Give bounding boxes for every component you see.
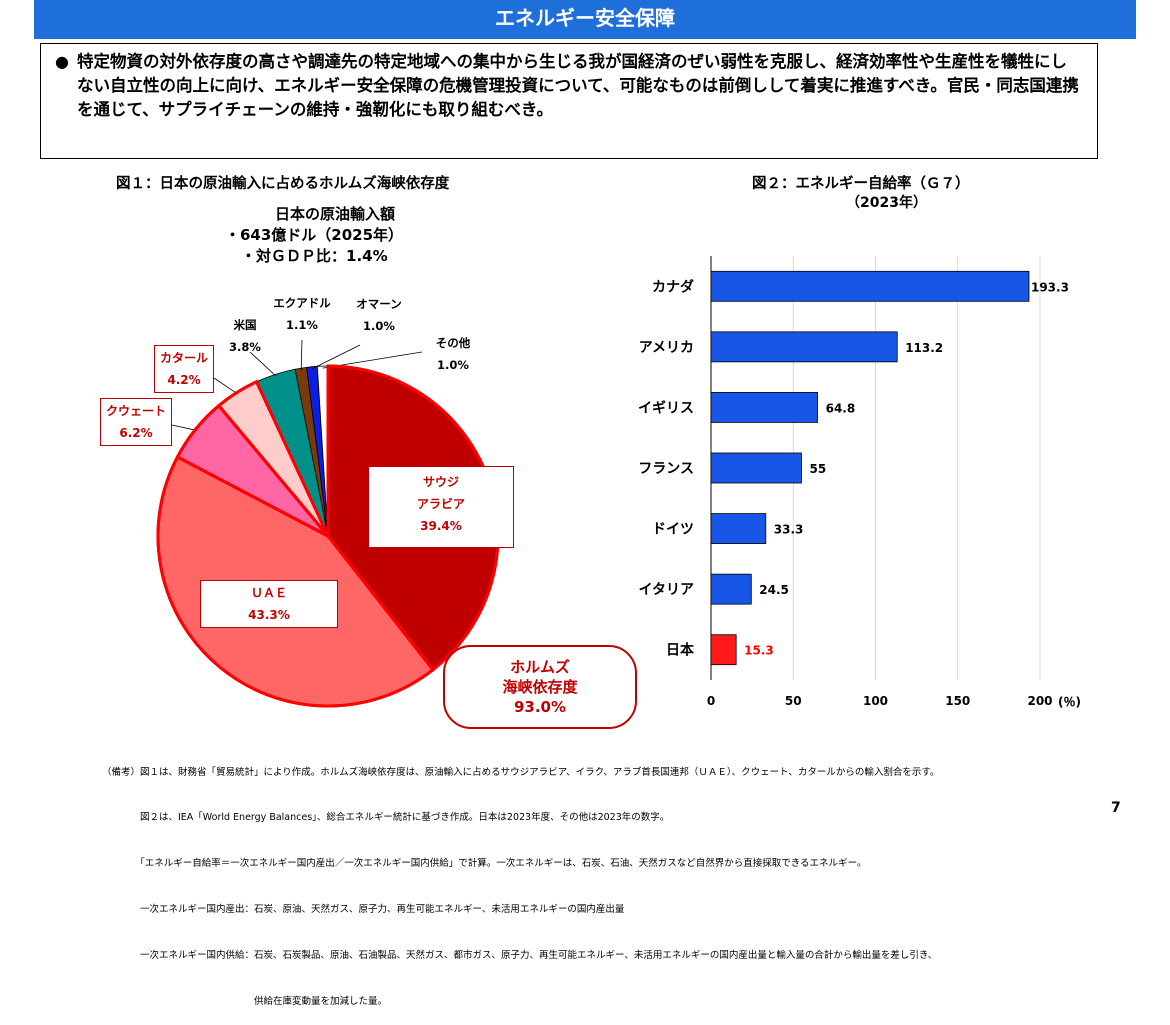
pie-label-us: 米国 3.8% — [220, 314, 270, 358]
hormuz-line3: 93.0% — [513, 698, 567, 716]
pie-slice-outline — [217, 380, 330, 538]
fig2-title-line2: （2023年） — [846, 195, 927, 211]
footnotes: （備考）図１は、財務省「貿易統計」により作成。ホルムズ海峡依存度は、原油輸入に占… — [102, 734, 939, 1025]
pie-label-oman: オマーン 1.0% — [344, 293, 414, 337]
note-line2: ・643億ドル（2025年） — [225, 226, 404, 244]
note-line3: ・対ＧＤＰ比：1.4% — [241, 247, 388, 265]
pie-label-oman-value: 1.0% — [363, 319, 395, 333]
pie-label-oman-name: オマーン — [356, 297, 402, 311]
footnote-line: 図２は、IEA「World Energy Balances」、総合エネルギー統計… — [102, 812, 670, 824]
footnote-line: 一次エネルギー国内産出：石炭、原油、天然ガス、原子力、再生可能エネルギー、未活用… — [102, 904, 625, 916]
pie-label-ecuador: エクアドル 1.1% — [262, 292, 342, 336]
footnote-line: 「エネルギー自給率＝一次エネルギー国内産出／一次エネルギー国内供給」で計算。一次… — [102, 858, 867, 870]
pie-label-us-value: 3.8% — [229, 340, 261, 354]
fig1-title: 図１：日本の原油輸入に占めるホルムズ海峡依存度 — [116, 176, 450, 192]
pie-label-qatar: カタール 4.2% — [154, 345, 214, 393]
pie-label-other-name: その他 — [435, 336, 471, 350]
pie-leader-line — [300, 339, 303, 371]
pie-label-saudi-name2: アラビア — [416, 497, 465, 511]
pie-label-qatar-value: 4.2% — [167, 373, 201, 387]
pie-label-kuwait-value: 6.2% — [119, 426, 153, 440]
pie-label-kuwait: クウェート 6.2% — [100, 398, 172, 446]
pie-label-ecuador-name: エクアドル — [273, 296, 331, 310]
pie-label-qatar-name: カタール — [159, 351, 208, 365]
bullet-icon: ● — [55, 52, 69, 71]
pie-label-other-value: 1.0% — [437, 358, 469, 372]
pie-label-kuwait-name: クウェート — [105, 404, 166, 418]
pie-leader-line — [312, 344, 361, 370]
pie-label-other: その他 1.0% — [423, 332, 483, 376]
hormuz-line1: ホルムズ — [510, 658, 570, 676]
hormuz-dependency-badge: ホルムズ 海峡依存度 93.0% — [443, 645, 637, 729]
pie-label-saudi-name1: サウジ — [422, 475, 459, 489]
summary-text: 特定物資の対外依存度の高さや調達先の特定地域への集中から生じる我が国経済のぜい弱… — [77, 52, 1079, 119]
pie-label-uae: ＵＡＥ 43.3% — [200, 580, 338, 628]
hormuz-line2: 海峡依存度 — [502, 678, 578, 696]
crude-import-note: 日本の原油輸入額 ・643億ドル（2025年） ・対ＧＤＰ比：1.4% — [205, 204, 465, 267]
pie-label-uae-name: ＵＡＥ — [250, 586, 287, 600]
footnote-line: 供給在庫変動量を加減した量。 — [102, 996, 388, 1008]
pie-label-uae-value: 43.3% — [248, 608, 290, 622]
footnote-line: （備考）図１は、財務省「貿易統計」により作成。ホルムズ海峡依存度は、原油輸入に占… — [102, 766, 940, 778]
fig2-title-line1: 図２：エネルギー自給率（Ｇ７） — [752, 176, 970, 192]
pie-leader-line — [171, 424, 198, 431]
pie-label-us-name: 米国 — [233, 318, 257, 332]
pie-label-saudi-value: 39.4% — [420, 519, 462, 533]
summary-box: ● 特定物資の対外依存度の高さや調達先の特定地域への集中から生じる我が国経済のぜ… — [40, 43, 1098, 159]
footnote-line: 一次エネルギー国内供給：石炭、石炭製品、原油、石油製品、天然ガス、都市ガス、原子… — [102, 950, 938, 962]
pie-label-ecuador-value: 1.1% — [286, 318, 318, 332]
page-title: エネルギー安全保障 — [34, 0, 1136, 39]
page-number: 7 — [1111, 800, 1121, 816]
pie-leader-line — [249, 351, 277, 377]
pie-label-saudi: サウジ アラビア 39.4% — [368, 466, 514, 548]
note-line1: 日本の原油輸入額 — [274, 205, 395, 223]
pie-leader-line — [213, 377, 239, 395]
pie-slice-outline — [156, 455, 435, 708]
